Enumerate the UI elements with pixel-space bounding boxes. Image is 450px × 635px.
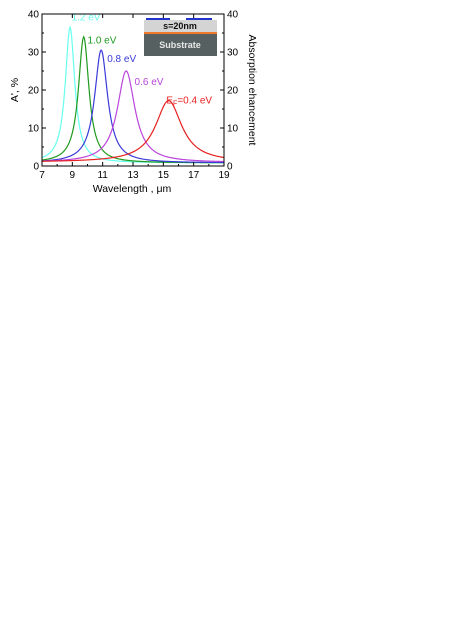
series-line-3 bbox=[41, 70, 225, 163]
x-axis-label: Wavelength , μm bbox=[93, 183, 172, 195]
inset-stripe-left bbox=[146, 18, 170, 20]
y-tick-label-left-1: 10 bbox=[28, 124, 40, 135]
y-tick-label-right-3: 30 bbox=[227, 48, 239, 59]
inset-top-label: s=20nm bbox=[163, 21, 197, 31]
y-tick-label-right-2: 20 bbox=[227, 86, 239, 97]
y-tick-label-right-4: 40 bbox=[227, 10, 239, 21]
x-tick-label-0: 7 bbox=[39, 170, 45, 181]
x-tick-label-6: 19 bbox=[218, 170, 230, 181]
series-label-4: EF=0.4 eV bbox=[166, 95, 212, 107]
y-tick-label-left-0: 0 bbox=[33, 162, 39, 173]
inset-orange-layer bbox=[144, 32, 217, 34]
y-tick-label-left-2: 20 bbox=[28, 86, 40, 97]
inset-stripe-right bbox=[186, 18, 212, 20]
inset-substrate-block bbox=[144, 34, 217, 56]
y-axis-label-left: A', % bbox=[9, 78, 21, 102]
x-tick-label-2: 11 bbox=[97, 170, 108, 181]
series-label-3: 0.6 eV bbox=[135, 77, 164, 88]
inset-substrate-label: Substrate bbox=[159, 40, 201, 50]
series-label-2: 0.8 eV bbox=[107, 54, 136, 65]
series-label-0: 1.2 eV bbox=[72, 12, 101, 23]
series-label-1: 1.0 eV bbox=[88, 35, 117, 46]
y-axis-label-right: Absorption ehancement bbox=[246, 35, 258, 146]
y-tick-label-right-1: 10 bbox=[227, 124, 239, 135]
inset-diagram: s=20nm Substrate bbox=[144, 18, 217, 56]
x-tick-label-4: 15 bbox=[158, 170, 170, 181]
y-tick-label-left-4: 40 bbox=[28, 10, 40, 21]
x-tick-label-1: 9 bbox=[70, 170, 76, 181]
inset-top-layer bbox=[144, 20, 217, 32]
series-line-4 bbox=[41, 100, 225, 162]
y-tick-label-left-3: 30 bbox=[28, 48, 40, 59]
x-tick-label-5: 17 bbox=[188, 170, 200, 181]
y-tick-label-right-0: 0 bbox=[227, 162, 233, 173]
x-tick-label-3: 13 bbox=[127, 170, 139, 181]
